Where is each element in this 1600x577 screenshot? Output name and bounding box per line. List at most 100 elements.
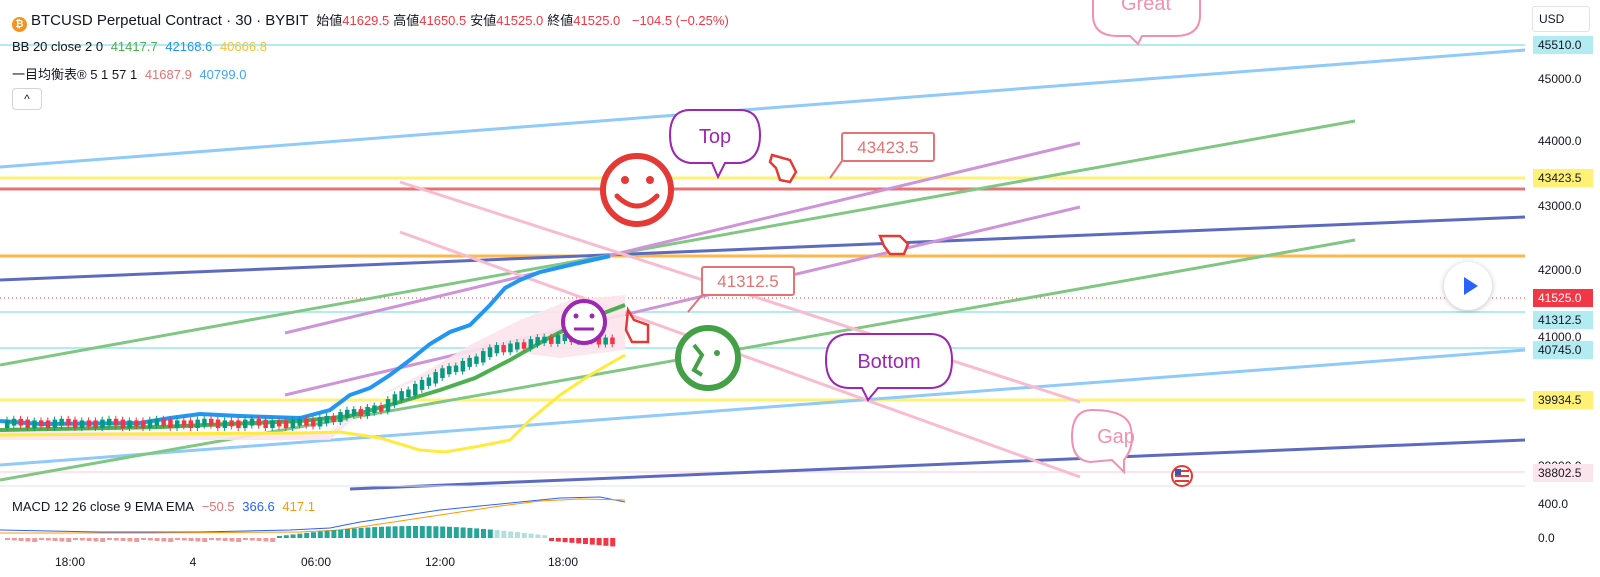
macd-bar (589, 538, 595, 545)
candle-body (351, 409, 357, 416)
price-label[interactable]: 41525.0 (1533, 289, 1593, 307)
macd-bar (79, 538, 85, 541)
candle-body (419, 379, 425, 390)
price-tick: 42000.0 (1538, 263, 1582, 277)
macd-bar (392, 526, 398, 538)
top-bubble[interactable]: Top (668, 109, 762, 180)
macd-bar (467, 527, 473, 538)
candle-body (515, 342, 520, 350)
macd-bar (542, 535, 548, 538)
macd-bar (161, 538, 167, 542)
price-axis[interactable]: 45000.044000.043000.042000.041000.039000… (1533, 36, 1593, 545)
macd-bar (127, 538, 133, 542)
macd-bar (181, 538, 187, 541)
hand-pointer-icon-top[interactable] (768, 153, 798, 184)
macd-line (0, 496, 626, 533)
macd-bar (311, 532, 316, 538)
candle-body (249, 418, 255, 426)
price-label[interactable]: 38802.5 (1533, 464, 1593, 482)
macd-bar (283, 535, 289, 538)
scroll-to-realtime-button[interactable] (1444, 262, 1492, 310)
candle-body (45, 420, 51, 428)
collapse-legend-button[interactable]: ^ (12, 88, 42, 110)
time-axis[interactable]: 18:00 4 06:00 12:00 18:00 (55, 555, 578, 569)
price-label[interactable]: 45510.0 (1533, 36, 1593, 54)
price-tick: 41000.0 (1538, 330, 1582, 344)
bottom-bubble[interactable]: Bottom (824, 333, 954, 402)
macd-bar (487, 529, 493, 538)
ohlc-value: 41525.0 (573, 13, 621, 28)
gap-bubble[interactable]: Gap (1070, 408, 1135, 475)
hand-pointer-icon-middle[interactable] (878, 234, 910, 256)
price-label-text: 39934.5 (1538, 393, 1582, 407)
hand-pointer-icon-lower[interactable] (624, 306, 650, 344)
macd-bar (603, 538, 609, 546)
macd-bar (168, 538, 174, 542)
trendline-blue-lower[interactable] (0, 348, 1526, 467)
macd-histogram (5, 526, 616, 547)
trendline-navy-lower[interactable] (349, 438, 1526, 491)
price-label[interactable]: 43423.5 (1533, 169, 1593, 187)
candle-body (263, 419, 268, 428)
price-label[interactable]: 40745.0 (1533, 341, 1593, 359)
ichimoku-legend[interactable]: 一目均衡表® 5 1 57 1 41687.9 40799.0 (12, 64, 250, 83)
trendline-navy-upper[interactable] (0, 215, 1526, 282)
candle-body (562, 333, 568, 342)
bb-value-lower: 40666.8 (219, 39, 267, 54)
candle-body (426, 377, 432, 386)
candle-body (494, 345, 500, 354)
price-label[interactable]: 39934.5 (1533, 391, 1593, 409)
us-flag-event-icon[interactable] (1171, 465, 1193, 487)
price-change: −104.5 (−0.25%) (631, 13, 729, 28)
macd-bar (113, 538, 119, 541)
candle-body (311, 419, 316, 427)
candle-body (175, 420, 180, 428)
candle-body (215, 419, 221, 428)
trendline-blue-upper[interactable] (0, 48, 1526, 169)
trendline-purple-lower[interactable] (284, 205, 1081, 397)
currency-selector[interactable]: USD (1532, 6, 1590, 32)
candle-body (365, 406, 370, 416)
candle-body (379, 405, 384, 412)
ichimoku-value-1: 41687.9 (144, 67, 192, 82)
happy-face-icon[interactable] (600, 153, 674, 227)
macd-bar (324, 530, 330, 538)
symbol-legend[interactable]: ₿ BTCUSD Perpetual Contract · 30 · BYBIT … (12, 10, 733, 32)
candle-body (52, 419, 58, 428)
macd-bar (372, 527, 378, 538)
bb-legend[interactable]: BB 20 close 2 0 41417.7 42168.6 40666.8 (12, 39, 271, 54)
macd-legend[interactable]: MACD 12 26 close 9 EMA EMA −50.5 366.6 4… (12, 499, 319, 514)
candle-body (79, 420, 85, 428)
macd-tick: 400.0 (1538, 497, 1568, 511)
candle-body (134, 420, 139, 427)
macd-bar (569, 538, 575, 543)
ohlc-label: 終値 (547, 13, 574, 28)
macd-bar (562, 538, 568, 543)
trendline-purple-upper[interactable] (284, 141, 1081, 335)
candle-body (188, 420, 194, 428)
candle-body (385, 399, 391, 412)
candle-body (5, 419, 10, 428)
neutral-face-icon[interactable] (561, 299, 607, 345)
macd-bar (406, 526, 412, 538)
price-callout-43423[interactable]: 43423.5 (829, 132, 935, 179)
macd-bar (209, 538, 214, 540)
ohlc-value: 41525.0 (496, 13, 544, 28)
trendline-green-upper[interactable] (0, 119, 1356, 367)
macd-bar (18, 538, 24, 541)
symbol-title: BTCUSD Perpetual Contract · 30 · BYBIT (31, 12, 309, 29)
time-tick: 12:00 (425, 555, 455, 569)
macd-bar (175, 538, 180, 540)
bb-label: BB 20 close 2 0 (12, 39, 104, 54)
bb-value-upper: 42168.6 (165, 39, 213, 54)
great-bubble[interactable]: Great (1092, 0, 1201, 46)
macd-bar (52, 538, 58, 541)
price-label[interactable]: 41312.5 (1533, 311, 1593, 329)
macd-bar (215, 538, 221, 541)
price-callout-41312[interactable]: 41312.5 (687, 266, 795, 313)
confused-face-icon[interactable] (675, 325, 741, 391)
candle-body (413, 383, 418, 396)
macd-bar (107, 538, 112, 540)
macd-bar (379, 526, 384, 538)
